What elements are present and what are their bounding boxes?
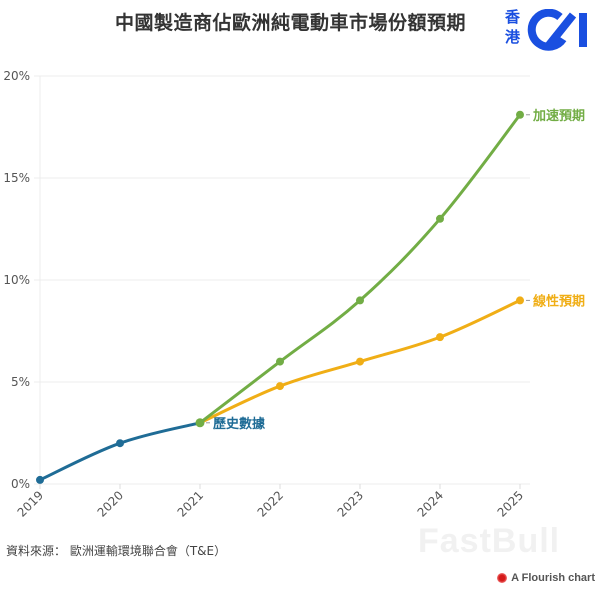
logo-text-line2: 港 bbox=[505, 28, 521, 46]
series-end-label: 歷史數據 bbox=[206, 416, 266, 432]
x-tick-label: 2025 bbox=[495, 488, 526, 519]
svg-text:加速預期: 加速預期 bbox=[532, 108, 585, 124]
svg-text:歷史數據: 歷史數據 bbox=[213, 416, 266, 432]
series-2 bbox=[196, 296, 524, 427]
y-tick-label: 20% bbox=[3, 69, 30, 83]
flourish-credit-label: A Flourish chart bbox=[511, 572, 595, 584]
hk01-mark-icon bbox=[527, 9, 587, 51]
data-point[interactable] bbox=[276, 357, 284, 366]
data-point[interactable] bbox=[436, 333, 444, 342]
hk01-logo: 香 港 bbox=[505, 7, 595, 52]
x-tick-label: 2024 bbox=[415, 488, 446, 519]
y-tick-label: 5% bbox=[11, 375, 30, 389]
logo-text-line1: 香 bbox=[505, 8, 521, 26]
data-point[interactable] bbox=[276, 382, 284, 391]
x-tick-label: 2023 bbox=[335, 488, 366, 519]
watermark: FastBull bbox=[418, 522, 561, 560]
x-tick-label: 2019 bbox=[15, 488, 46, 519]
data-point[interactable] bbox=[356, 296, 364, 305]
series-line bbox=[198, 113, 522, 425]
x-tick-label: 2021 bbox=[175, 488, 206, 519]
series-end-label: 線性預期 bbox=[526, 293, 585, 309]
series-line bbox=[38, 421, 202, 482]
y-tick-label: 10% bbox=[3, 273, 30, 287]
y-tick-label: 0% bbox=[11, 477, 30, 491]
x-tick-label: 2020 bbox=[95, 488, 126, 519]
y-tick-label: 15% bbox=[3, 171, 30, 185]
data-point[interactable] bbox=[516, 110, 524, 119]
flourish-credit-link[interactable]: A Flourish chart bbox=[497, 572, 595, 584]
series-1 bbox=[196, 110, 524, 427]
data-point[interactable] bbox=[516, 296, 524, 305]
svg-text:線性預期: 線性預期 bbox=[533, 293, 585, 309]
data-point[interactable] bbox=[356, 357, 364, 366]
series-0 bbox=[36, 418, 204, 484]
data-point[interactable] bbox=[195, 418, 205, 428]
x-tick-label: 2022 bbox=[255, 488, 286, 519]
source-note: 資料來源： 歐洲運輸環境聯合會（T&E） bbox=[6, 544, 227, 558]
data-point[interactable] bbox=[116, 439, 124, 448]
chart-title: 中國製造商佔歐洲純電動車市場份額預期 bbox=[114, 12, 466, 34]
data-point[interactable] bbox=[436, 214, 444, 223]
data-point[interactable] bbox=[36, 475, 44, 484]
series-end-label: 加速預期 bbox=[526, 108, 585, 124]
line-chart: 0% 5% 10% 15% 20% 2019 2020 2021 2022 2023 2024 202… bbox=[3, 69, 585, 520]
logo-text: 香 港 bbox=[505, 7, 523, 47]
flourish-logo-icon bbox=[497, 573, 508, 583]
